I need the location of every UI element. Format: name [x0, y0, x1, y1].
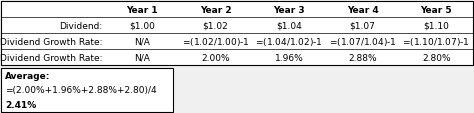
- Text: =($1.10/$1.07)-1: =($1.10/$1.07)-1: [402, 36, 470, 48]
- Text: Year 1: Year 1: [126, 5, 158, 14]
- Text: Year 5: Year 5: [420, 5, 452, 14]
- Text: N/A: N/A: [134, 53, 150, 62]
- Text: 1.96%: 1.96%: [275, 53, 303, 62]
- Text: Year 2: Year 2: [200, 5, 231, 14]
- Text: 2.88%: 2.88%: [348, 53, 377, 62]
- Text: $1.10: $1.10: [423, 21, 449, 30]
- Text: =(2.00%+1.96%+2.88%+2.80)/4: =(2.00%+1.96%+2.88%+2.80)/4: [5, 85, 156, 94]
- Bar: [1, 68, 173, 112]
- Text: Year 3: Year 3: [273, 5, 305, 14]
- Text: =($1.07/$1.04)-1: =($1.07/$1.04)-1: [329, 36, 397, 48]
- Text: $1.04: $1.04: [276, 21, 302, 30]
- Text: Dividend Growth Rate:: Dividend Growth Rate:: [0, 37, 102, 46]
- Text: =($1.02/$1.00)-1: =($1.02/$1.00)-1: [182, 36, 249, 48]
- Text: Average:: Average:: [5, 72, 50, 80]
- Text: 2.41%: 2.41%: [5, 100, 36, 109]
- Text: $1.00: $1.00: [129, 21, 155, 30]
- Text: $1.02: $1.02: [203, 21, 228, 30]
- Bar: [1, 2, 473, 66]
- Text: 2.80%: 2.80%: [422, 53, 451, 62]
- Text: Dividend Growth Rate:: Dividend Growth Rate:: [0, 53, 102, 62]
- Text: Year 4: Year 4: [347, 5, 379, 14]
- Text: Dividend:: Dividend:: [59, 21, 102, 30]
- Text: =($1.04/$1.02)-1: =($1.04/$1.02)-1: [255, 36, 323, 48]
- Text: $1.07: $1.07: [350, 21, 375, 30]
- Text: 2.00%: 2.00%: [201, 53, 230, 62]
- Text: N/A: N/A: [134, 37, 150, 46]
